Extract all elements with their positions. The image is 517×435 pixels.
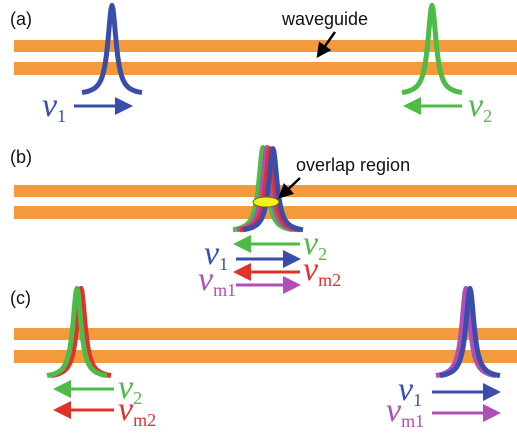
symbol: ν: [42, 87, 58, 124]
subscript: m2: [133, 410, 156, 430]
panel-label: (a): [10, 9, 32, 29]
waveguide-stripe: [14, 328, 517, 340]
annotation: waveguide: [281, 9, 368, 29]
frequency-label: ν2: [303, 225, 327, 264]
symbol: ν: [386, 392, 402, 429]
frequency-label: ν1: [204, 235, 228, 274]
waveguide-stripe: [14, 62, 517, 75]
pulse: [45, 285, 109, 379]
symbol: ν: [118, 391, 134, 428]
symbol: ν: [118, 369, 134, 406]
panel-label: (b): [10, 147, 32, 167]
subscript: 2: [133, 388, 142, 408]
frequency-label: νm2: [303, 251, 341, 290]
frequency-label: ν1: [398, 371, 422, 410]
symbol: ν: [468, 87, 484, 124]
frequency-label: νm1: [386, 392, 424, 431]
pulse: [400, 2, 464, 96]
frequency-label: ν2: [468, 87, 492, 126]
panel-label: (c): [10, 288, 31, 308]
subscript: 1: [57, 106, 66, 126]
frequency-label: ν2: [118, 369, 142, 408]
pulse: [241, 146, 305, 233]
waveguide-stripe: [14, 350, 517, 363]
subscript: m2: [318, 270, 341, 290]
symbol: ν: [204, 235, 220, 272]
frequency-label: νm1: [198, 261, 236, 300]
annotation: overlap region: [296, 155, 410, 175]
subscript: 1: [413, 390, 422, 410]
subscript: 1: [219, 254, 228, 274]
subscript: m1: [213, 280, 236, 300]
symbol: ν: [303, 251, 319, 288]
pulse: [438, 285, 502, 379]
waveguide-stripe: [14, 40, 517, 52]
annotation-arrow: [278, 177, 301, 199]
frequency-label: νm2: [118, 391, 156, 430]
overlap-marker: [252, 196, 280, 208]
frequency-label: ν1: [42, 87, 66, 126]
subscript: 2: [483, 106, 492, 126]
pulse: [80, 2, 144, 96]
subscript: 2: [318, 244, 327, 264]
symbol: ν: [303, 225, 319, 262]
symbol: ν: [198, 261, 214, 298]
subscript: m1: [401, 411, 424, 431]
symbol: ν: [398, 371, 414, 408]
annotation-arrow: [316, 31, 337, 59]
